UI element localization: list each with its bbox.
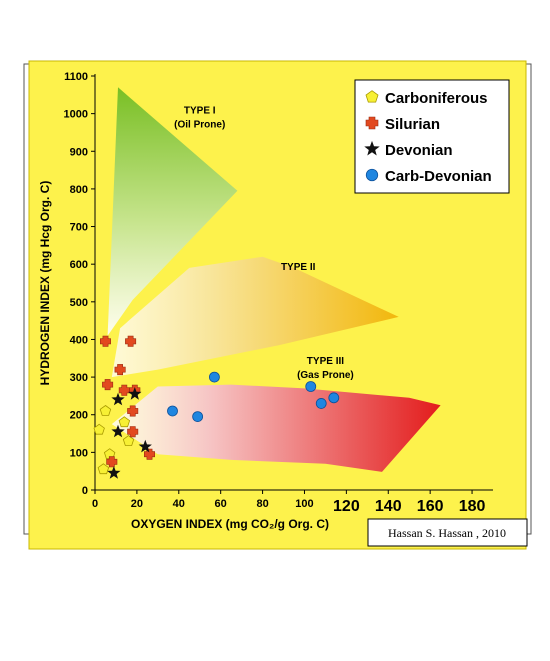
y-tick-label: 400 <box>70 334 88 346</box>
y-tick-label: 300 <box>70 372 88 384</box>
x-tick-label-large: 180 <box>459 498 486 515</box>
carboniferous-point <box>118 416 131 428</box>
silurian-point <box>102 379 114 391</box>
carboniferous-point <box>97 463 110 475</box>
devonian-point <box>111 424 125 438</box>
x-tick-label: 60 <box>215 498 227 510</box>
x-tick-label: 20 <box>131 498 143 510</box>
x-tick-label: 100 <box>295 498 313 510</box>
y-tick-label: 900 <box>70 146 88 158</box>
y-tick-label: 600 <box>70 259 88 271</box>
y-tick-label: 0 <box>82 485 88 497</box>
legend-silurian-label: Silurian <box>385 116 440 133</box>
region-type-i <box>107 87 238 336</box>
silurian-point <box>127 405 139 417</box>
carboniferous-point <box>93 423 105 435</box>
silurian-point <box>125 335 137 347</box>
credit-box: Hassan S. Hassan , 2010 <box>367 518 528 547</box>
devonian-point <box>107 466 121 479</box>
region-type-ii <box>111 256 399 378</box>
carb-devonian-point <box>305 381 317 392</box>
region-type-iii <box>111 384 441 472</box>
devonian-point <box>128 387 142 400</box>
region-annotations: TYPE I (Oil Prone) TYPE II TYPE III (Gas Pro… <box>174 106 354 381</box>
silurian-point <box>118 384 130 396</box>
legend-box <box>354 79 510 194</box>
devonian-point <box>111 392 125 406</box>
x-tick-label-large: 120 <box>333 498 360 515</box>
x-tick-label-large: 160 <box>417 498 444 515</box>
legend: Carboniferous Silurian Devonian Carb-Devoni… <box>354 79 510 194</box>
carb-devonian-point <box>192 411 204 423</box>
carb-devonian-point <box>167 405 178 417</box>
silurian-point <box>114 364 126 376</box>
x-axis-label: OXYGEN INDEX (mg CO₂/g Org. C) <box>131 517 329 531</box>
devonian-point <box>138 439 152 453</box>
silurian-point <box>127 426 139 438</box>
x-tick-label: 40 <box>173 498 185 510</box>
y-tick-label: 500 <box>70 297 88 309</box>
annotation-type-iii: (Gas Prone) <box>297 370 354 381</box>
legend-devonian-label: Devonian <box>385 142 453 159</box>
tick-labels: 0 100 200 300 400 500 600 700 800 900 1000 1100 0 20 4… <box>64 71 486 515</box>
silurian-point <box>106 456 118 468</box>
x-tick-label-large: 140 <box>375 498 402 515</box>
y-tick-label: 1000 <box>64 109 88 121</box>
legend-carboniferous-marker <box>365 90 379 103</box>
legend-carboniferous-label: Carboniferous <box>385 90 488 107</box>
carboniferous-point <box>99 405 112 416</box>
legend-entries: Carboniferous Silurian Devonian Carb-Devoni… <box>364 90 492 185</box>
credit-text: Hassan S. Hassan , 2010 <box>388 526 506 540</box>
axes <box>91 74 493 494</box>
annotation-type-ii: TYPE II <box>281 262 316 273</box>
y-axis-label: HYDROGEN INDEX (mg Hcg Org. C) <box>38 181 52 386</box>
y-tick-label: 700 <box>70 222 88 234</box>
annotation-type-i: (Oil Prone) <box>174 120 225 131</box>
x-tick-label: 80 <box>256 498 268 510</box>
annotation-type-iii: TYPE III <box>307 356 344 367</box>
y-tick-label: 800 <box>70 184 88 196</box>
credit-frame <box>367 518 528 547</box>
legend-devonian-marker <box>364 140 380 156</box>
carboniferous-point <box>122 435 135 446</box>
legend-carb-devonian-marker <box>365 168 379 182</box>
silurian-point <box>100 335 111 347</box>
carb-devonian-point <box>315 398 327 409</box>
legend-silurian-marker <box>365 116 379 130</box>
annotation-type-i: TYPE I <box>184 106 216 117</box>
y-tick-label: 1100 <box>64 71 88 83</box>
data-points <box>93 335 340 479</box>
legend-carb-devonian-label: Carb-Devonian <box>385 168 492 185</box>
silurian-point <box>144 448 155 460</box>
carb-devonian-point <box>328 392 340 404</box>
carb-devonian-point <box>208 371 220 383</box>
y-tick-label: 200 <box>70 410 88 422</box>
x-tick-label: 0 <box>92 498 98 510</box>
kerogen-type-regions <box>107 87 441 472</box>
y-tick-label: 100 <box>70 447 88 459</box>
